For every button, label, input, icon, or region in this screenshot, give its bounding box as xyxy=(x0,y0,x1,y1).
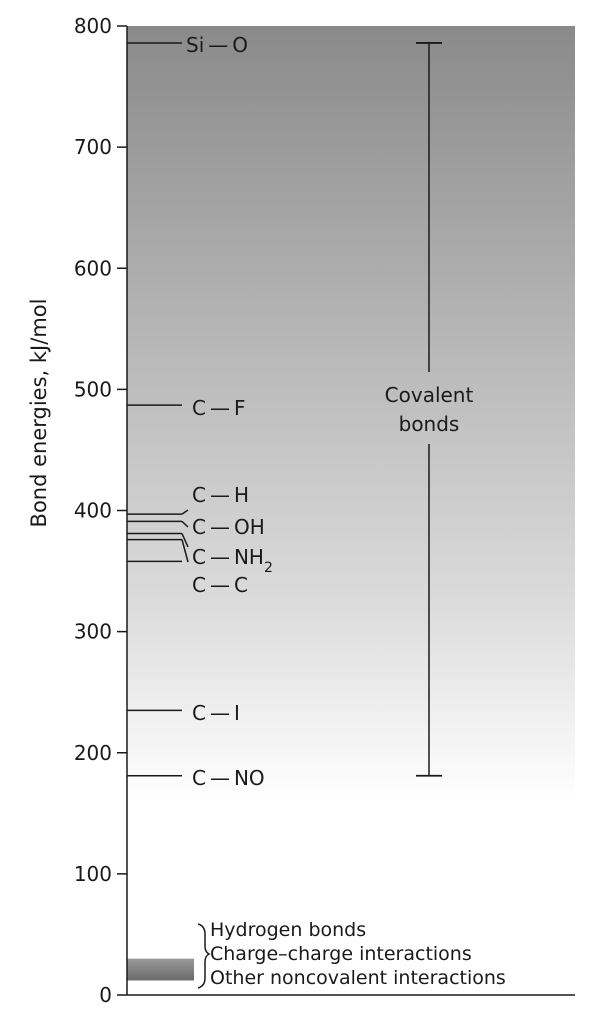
bond-label-text: Si — O xyxy=(186,33,248,57)
covalent-label-line: bonds xyxy=(399,412,460,436)
covalent-range: Covalent bonds xyxy=(385,42,474,777)
bond-label: C — C xyxy=(192,573,248,597)
y-tick-label: 500 xyxy=(74,377,112,401)
bond-label-text: C — F xyxy=(192,396,245,420)
noncovalent-brace xyxy=(197,923,211,989)
bond-label: C — I xyxy=(192,701,240,725)
bond-label: C — OH xyxy=(192,515,265,539)
bond-label: C — H xyxy=(192,483,249,507)
bond-leader-line xyxy=(181,533,189,548)
covalent-label-line: Covalent xyxy=(385,383,474,407)
bond-label: C — F xyxy=(192,396,245,420)
y-axis-title: Bond energies, kJ/mol xyxy=(27,299,51,528)
bond-label: C — NO xyxy=(192,766,265,790)
shaded-background xyxy=(127,26,575,800)
noncovalent-item: Charge–charge interactions xyxy=(210,943,472,965)
y-tick-label: 300 xyxy=(74,620,112,644)
bond-label-text: C — OH xyxy=(192,515,265,539)
noncovalent-item: Other noncovalent interactions xyxy=(210,967,506,989)
y-tick-label: 800 xyxy=(74,14,112,38)
bond-leader-line xyxy=(181,509,189,515)
bond-label-text: C — C xyxy=(192,573,248,597)
bond-leader-line xyxy=(181,539,189,563)
bond-label-text: C — NO xyxy=(192,766,265,790)
noncovalent-item: Hydrogen bonds xyxy=(210,919,366,941)
y-tick-label: 400 xyxy=(74,499,112,523)
bond-label-text: C — I xyxy=(192,701,240,725)
bond-label: C — NH2 xyxy=(192,545,273,576)
bond-label-text: C — H xyxy=(192,483,249,507)
y-tick-label: 0 xyxy=(99,983,112,1007)
y-axis-ticks: 0 100 200 300 400 500 600 700 800 xyxy=(74,14,127,1007)
y-tick-label: 100 xyxy=(74,862,112,886)
y-tick-label: 600 xyxy=(74,256,112,280)
bond-leader-line xyxy=(181,520,189,528)
y-tick-label: 200 xyxy=(74,741,112,765)
bond-label: Si — O xyxy=(186,33,248,57)
noncovalent-range-bar xyxy=(127,958,194,981)
y-tick-label: 700 xyxy=(74,135,112,159)
bond-label-subscript: 2 xyxy=(264,560,273,576)
bond-label-text: C — NH xyxy=(192,545,264,569)
